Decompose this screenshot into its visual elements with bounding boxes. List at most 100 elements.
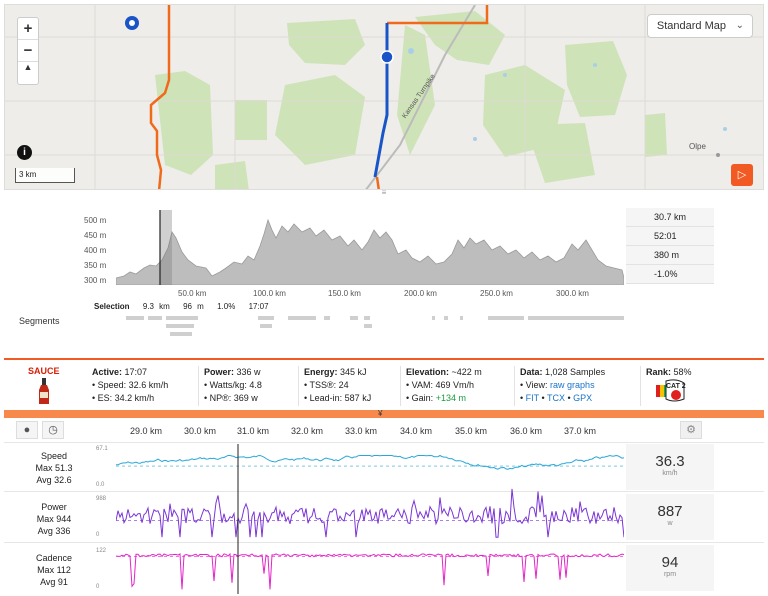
power-title: Power: xyxy=(204,367,235,377)
power-max: Max 944 xyxy=(36,514,72,524)
cadence-trace xyxy=(116,552,624,590)
elevation-vam: • VAM: 469 Vm/h xyxy=(406,380,475,390)
power-name: Power xyxy=(41,502,67,512)
elev-x-tick: 300.0 km xyxy=(556,289,589,298)
segment-bar[interactable] xyxy=(432,316,435,320)
segment-bar[interactable] xyxy=(260,324,272,328)
zoom-in-button[interactable]: + xyxy=(18,18,38,40)
view-raw-link[interactable]: raw xyxy=(550,380,565,390)
column-divider xyxy=(514,366,515,406)
stat-distance: 30.7 km xyxy=(626,208,714,227)
speed-ymax: 67.1 xyxy=(96,446,108,452)
speed-current-unit: km/h xyxy=(662,470,678,477)
segment-bar[interactable] xyxy=(324,316,330,320)
cadence-ymin: 0 xyxy=(96,584,100,590)
stream-x-tick: 32.0 km xyxy=(291,426,324,436)
segment-bar[interactable] xyxy=(444,316,448,320)
elevation-panel: 500 m 450 m 400 m 350 m 300 m 50.0 km 10… xyxy=(4,198,764,356)
elev-x-tick: 150.0 km xyxy=(328,289,361,298)
speed-name: Speed xyxy=(40,451,68,461)
power-stats: Power: 336 w • Watts/kg: 4.8 • NP®: 369 … xyxy=(204,366,262,405)
map-pin-button[interactable]: ● xyxy=(16,421,38,439)
segment-bar[interactable] xyxy=(166,316,198,320)
map-pin-icon: ● xyxy=(23,424,31,436)
elev-y-tick: 350 m xyxy=(84,261,107,270)
power-value: 336 w xyxy=(236,367,261,377)
speed-current: 36.3 km/h xyxy=(626,444,714,490)
export-tcx-link[interactable]: TCX xyxy=(547,393,565,403)
segment-bar[interactable] xyxy=(288,316,316,320)
segment-bar[interactable] xyxy=(460,316,463,320)
speed-ymin: 0.0 xyxy=(96,482,105,488)
streams-chart[interactable] xyxy=(116,444,624,594)
cadence-current: 94 rpm xyxy=(626,545,714,591)
play-icon: ▷ xyxy=(737,169,747,181)
stat-time: 52:01 xyxy=(626,227,714,246)
stream-x-tick: 35.0 km xyxy=(455,426,488,436)
elev-x-tick: 50.0 km xyxy=(178,289,207,298)
elev-x-tick: 200.0 km xyxy=(404,289,437,298)
active-es: • ES: 34.2 km/h xyxy=(92,393,155,403)
segment-bar[interactable] xyxy=(364,316,370,320)
route-map[interactable]: Kansas Turnpike Olpe + − ▲ Standard Map … xyxy=(4,4,764,190)
stream-x-tick: 37.0 km xyxy=(564,426,597,436)
cadence-ymax: 122 xyxy=(96,548,107,554)
export-gpx-link[interactable]: GPX xyxy=(573,393,593,403)
data-stats: Data: 1,028 Samples • View: raw graphs •… xyxy=(520,367,606,403)
segment-bar[interactable] xyxy=(170,332,192,336)
active-stats: Active: 17:07 • Speed: 32.6 km/h • ES: 3… xyxy=(92,366,168,405)
sauce-bottle-icon xyxy=(39,378,49,404)
info-icon[interactable]: i xyxy=(17,145,32,160)
elev-y-tick: 300 m xyxy=(84,276,107,285)
power-current-unit: w xyxy=(667,520,673,527)
play-button[interactable]: ▷ xyxy=(731,164,753,186)
speed-current-value: 36.3 xyxy=(655,453,685,470)
active-value: 17:07 xyxy=(124,367,148,377)
row-divider xyxy=(4,542,764,543)
elev-y-tick: 450 m xyxy=(84,231,107,240)
elevation-chart[interactable] xyxy=(116,210,624,285)
segment-bar[interactable] xyxy=(148,316,162,320)
segment-bar[interactable] xyxy=(488,316,524,320)
elev-y-tick: 400 m xyxy=(84,246,107,255)
map-style-label: Standard Map xyxy=(656,20,726,32)
row-divider xyxy=(4,442,764,443)
map-style-select[interactable]: Standard Map ⌄ xyxy=(646,14,753,38)
segment-bar[interactable] xyxy=(350,316,358,320)
column-divider xyxy=(640,366,641,406)
energy-stats: Energy: 345 kJ • TSS®: 24 • Lead-in: 587… xyxy=(304,366,371,405)
power-np: • NP®: 369 w xyxy=(204,393,258,403)
stream-settings-button[interactable]: ⚙ xyxy=(680,421,702,439)
elevation-value: ~422 m xyxy=(451,367,482,377)
energy-leadin: • Lead-in: 587 kJ xyxy=(304,393,372,403)
cadence-max: Max 112 xyxy=(37,565,71,575)
cadence-name: Cadence xyxy=(35,553,73,563)
segments-label: Segments xyxy=(19,316,60,326)
selection-label: Selection xyxy=(94,302,130,311)
power-wkg: • Watts/kg: 4.8 xyxy=(204,380,262,390)
selection-summary: Selection 9.3 km 96 m 1.0% 17:07 xyxy=(94,302,277,311)
power-ymax: 988 xyxy=(96,496,107,502)
column-divider xyxy=(400,366,401,406)
panel-collapse-bar[interactable]: ¥ xyxy=(4,409,764,418)
power-ymin: 0 xyxy=(96,532,100,538)
rank-stats: Rank: 58% xyxy=(646,366,692,379)
segment-bar[interactable] xyxy=(258,316,274,320)
power-label: Power Max 944 Avg 336 xyxy=(32,501,76,537)
time-axis-button[interactable]: ◷ xyxy=(42,421,64,439)
elev-x-tick: 100.0 km xyxy=(253,289,286,298)
segment-bar[interactable] xyxy=(528,316,624,320)
chevron-down-icon: ⌄ xyxy=(735,20,744,31)
elevation-stats: Elevation: ~422 m • VAM: 469 Vm/h • Gain… xyxy=(406,366,482,405)
speed-trace xyxy=(116,454,624,470)
compass-button[interactable]: ▲ xyxy=(23,62,33,72)
zoom-out-button[interactable]: − xyxy=(18,40,38,62)
segment-bar[interactable] xyxy=(126,316,144,320)
export-fit-link[interactable]: FIT xyxy=(525,393,539,403)
segment-bar[interactable] xyxy=(364,324,372,328)
segment-bar[interactable] xyxy=(166,324,194,328)
resize-handle[interactable]: ≡ xyxy=(381,188,387,197)
cadence-avg: Avg 91 xyxy=(40,577,68,587)
rank-value: 58% xyxy=(673,367,692,377)
view-graphs-link[interactable]: graphs xyxy=(567,380,595,390)
